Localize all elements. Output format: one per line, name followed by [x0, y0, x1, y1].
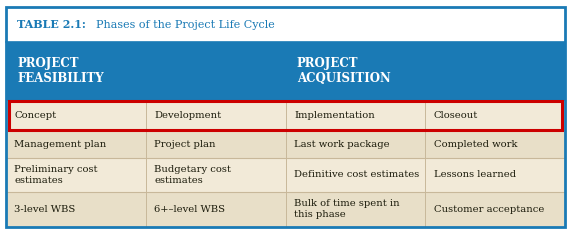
Text: Project plan: Project plan [154, 140, 216, 149]
Bar [6, 158, 565, 192]
Text: PROJECT
FEASIBILITY: PROJECT FEASIBILITY [17, 57, 104, 85]
Bar [6, 101, 565, 130]
Text: Customer acceptance: Customer acceptance [434, 205, 544, 214]
Text: TABLE 2.1:: TABLE 2.1: [17, 19, 86, 30]
Text: Implementation: Implementation [294, 111, 375, 120]
Text: Lessons learned: Lessons learned [434, 170, 516, 179]
Text: Development: Development [154, 111, 222, 120]
Bar [6, 7, 565, 42]
Text: Completed work: Completed work [434, 140, 517, 149]
Bar [6, 192, 565, 227]
Text: PROJECT
ACQUISITION: PROJECT ACQUISITION [297, 57, 391, 85]
Text: Concept: Concept [14, 111, 57, 120]
Text: Preliminary cost
estimates: Preliminary cost estimates [14, 165, 98, 185]
Text: Phases of the Project Life Cycle: Phases of the Project Life Cycle [89, 20, 274, 29]
Text: Closeout: Closeout [434, 111, 478, 120]
Text: Last work package: Last work package [294, 140, 389, 149]
Text: Bulk of time spent in
this phase: Bulk of time spent in this phase [294, 199, 400, 219]
Text: Budgetary cost
estimates: Budgetary cost estimates [154, 165, 231, 185]
Bar [6, 130, 565, 158]
Text: Management plan: Management plan [14, 140, 107, 149]
Bar [6, 42, 565, 101]
Text: 3-level WBS: 3-level WBS [14, 205, 75, 214]
Text: Definitive cost estimates: Definitive cost estimates [294, 170, 419, 179]
Bar [9, 101, 562, 130]
Text: 6+–level WBS: 6+–level WBS [154, 205, 225, 214]
